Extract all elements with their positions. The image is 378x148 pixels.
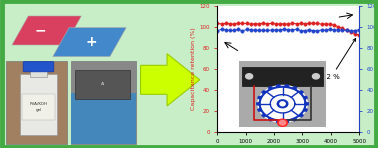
FancyBboxPatch shape	[22, 94, 55, 120]
Polygon shape	[20, 74, 57, 135]
Y-axis label: Capacitance retention (%): Capacitance retention (%)	[191, 27, 197, 110]
Text: PVA/KOH: PVA/KOH	[29, 102, 48, 106]
FancyBboxPatch shape	[71, 93, 136, 144]
X-axis label: Cycle Number: Cycle Number	[263, 147, 313, 148]
Text: −: −	[35, 24, 46, 37]
Polygon shape	[53, 28, 126, 57]
Polygon shape	[12, 16, 81, 45]
FancyBboxPatch shape	[30, 68, 46, 77]
FancyBboxPatch shape	[23, 62, 54, 72]
FancyBboxPatch shape	[75, 70, 130, 99]
Text: 92 %: 92 %	[322, 38, 356, 80]
Text: Al: Al	[101, 82, 105, 86]
FancyBboxPatch shape	[6, 61, 67, 144]
FancyBboxPatch shape	[71, 61, 136, 144]
Polygon shape	[141, 54, 200, 106]
Text: +: +	[86, 35, 98, 49]
Text: gel: gel	[36, 108, 42, 112]
